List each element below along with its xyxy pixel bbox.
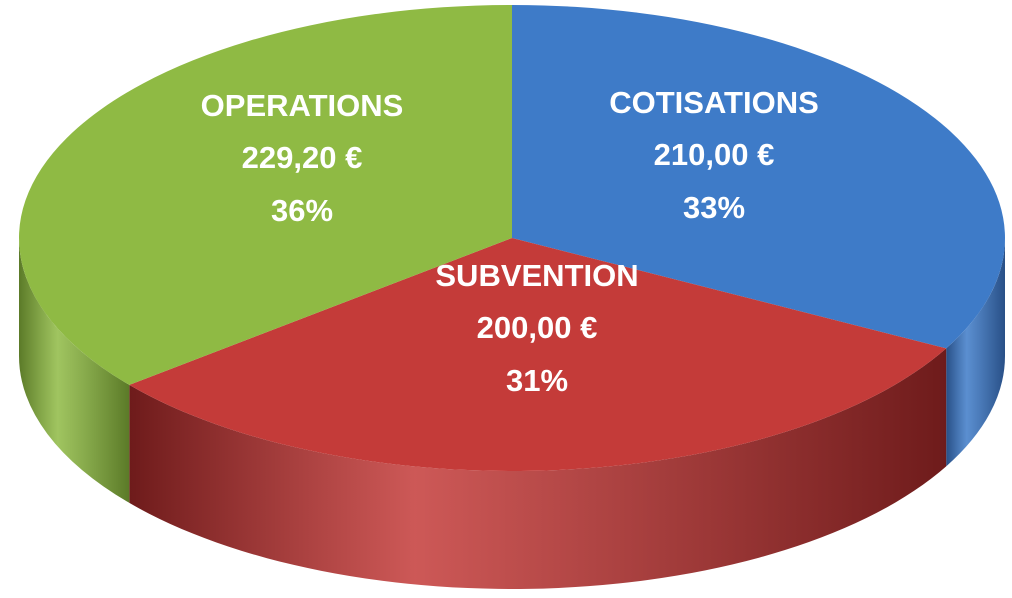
pie-sides <box>18 238 1005 589</box>
slice-value-label: 200,00 € <box>477 310 598 345</box>
slice-category-label: COTISATIONS <box>609 85 819 120</box>
slice-percent-label: 36% <box>271 193 333 228</box>
pie-slice-side <box>18 238 130 503</box>
slice-category-label: OPERATIONS <box>201 88 404 123</box>
slice-percent-label: 33% <box>683 190 745 225</box>
slice-value-label: 210,00 € <box>654 137 775 172</box>
pie-slice <box>19 5 513 385</box>
slice-percent-label: 31% <box>506 363 568 398</box>
pie-slice-side <box>129 348 947 589</box>
pie-slice <box>512 5 1005 349</box>
pie-slice <box>129 238 947 472</box>
slice-value-label: 229,20 € <box>242 140 363 175</box>
slice-category-label: SUBVENTION <box>435 258 638 293</box>
pie-tops <box>19 5 1005 472</box>
pie-slice-side <box>946 238 1005 467</box>
data-labels: COTISATIONS 210,00 € 33% SUBVENTION 200,00 €… <box>201 85 819 398</box>
